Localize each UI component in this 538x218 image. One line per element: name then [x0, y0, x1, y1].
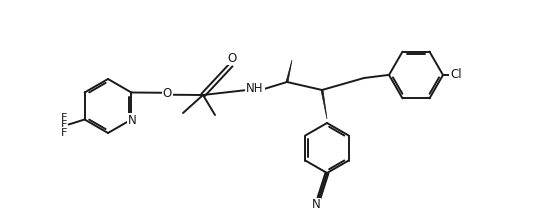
Text: NH: NH — [246, 82, 264, 95]
Polygon shape — [321, 90, 327, 119]
Text: F: F — [60, 114, 67, 124]
Text: N: N — [312, 199, 320, 211]
Text: O: O — [228, 51, 237, 65]
Text: F: F — [60, 128, 67, 138]
Text: F: F — [60, 121, 67, 131]
Text: Cl: Cl — [450, 68, 462, 82]
Polygon shape — [286, 60, 292, 82]
Text: O: O — [162, 87, 172, 100]
Text: N: N — [128, 114, 137, 127]
